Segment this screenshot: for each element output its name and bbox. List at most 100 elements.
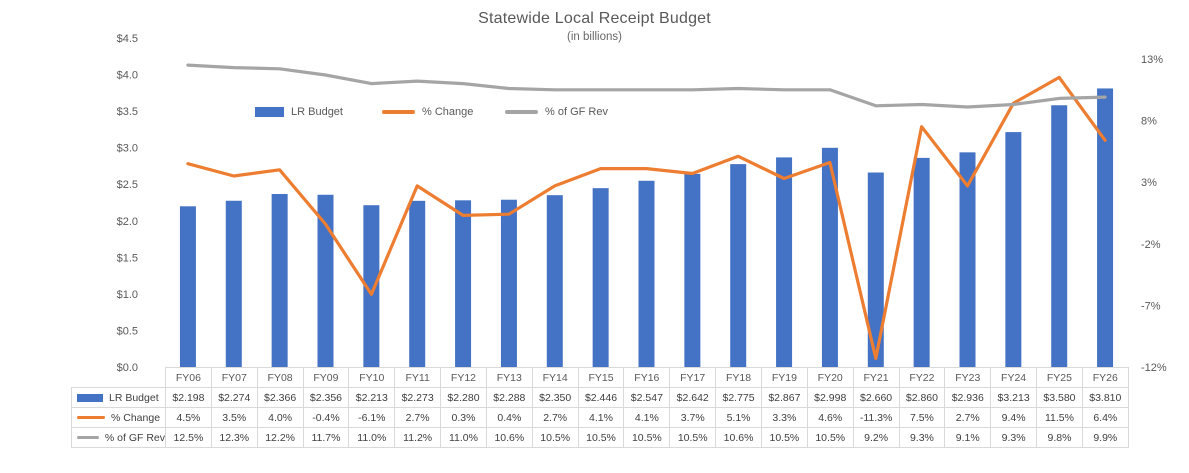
legend: LR Budget % Change % of GF Rev — [0, 105, 1189, 121]
bar-FY21 — [867, 172, 884, 367]
value-cell: 9.3% — [990, 427, 1038, 448]
value-cell: $2.366 — [256, 387, 304, 408]
row-label: % Change — [73, 412, 165, 424]
value-cell: 10.6% — [485, 427, 533, 448]
fy-header-cell: FY08 — [256, 367, 304, 388]
table-row: % Change 4.5% 3.5% 4.0% -0.4% -6.1% 2.7% 0.3% 0.… — [71, 407, 1129, 428]
value-cell: $2.198 — [165, 387, 212, 408]
value-cell: $2.350 — [531, 387, 579, 408]
left-axis-tick: $2.0 — [117, 216, 138, 228]
gf-rev-line — [186, 63, 1107, 109]
value-cell: 4.0% — [256, 407, 304, 428]
row-line-swatch-icon — [77, 416, 105, 419]
value-cell: $2.998 — [806, 387, 854, 408]
fy-header-cell: FY21 — [852, 367, 900, 388]
fy-header-cell: FY07 — [210, 367, 258, 388]
fy-header-cell: FY19 — [760, 367, 808, 388]
value-cell: 9.1% — [944, 427, 992, 448]
legend-item-2: % of GF Rev — [505, 105, 608, 119]
value-cell: -0.4% — [302, 407, 350, 428]
legend-line-swatch-icon — [505, 110, 538, 114]
value-cell: $2.642 — [669, 387, 717, 408]
right-axis-tick: 13% — [1141, 54, 1163, 66]
bar-FY06 — [179, 206, 196, 367]
value-cell: $3.810 — [1081, 387, 1129, 408]
left-axis-tick: $3.5 — [117, 106, 138, 118]
value-cell: 9.8% — [1036, 427, 1083, 448]
row-label-cell: % of GF Rev — [71, 427, 166, 448]
value-cell: $2.775 — [715, 387, 762, 408]
chart-subtitle: (in billions) — [567, 31, 622, 43]
value-cell: 11.0% — [440, 427, 487, 448]
right-axis-tick: -7% — [1141, 300, 1161, 312]
value-cell: 11.0% — [348, 427, 396, 448]
bar-FY09 — [317, 194, 334, 367]
value-cell: 12.5% — [165, 427, 212, 448]
bar-FY24 — [1005, 132, 1022, 367]
bar-FY26 — [1097, 88, 1114, 367]
left-axis-tick: $0.0 — [117, 362, 138, 374]
value-cell: 0.4% — [485, 407, 533, 428]
value-cell: $2.936 — [944, 387, 992, 408]
fy-header-cell: FY17 — [669, 367, 717, 388]
fy-header-cell: FY10 — [348, 367, 396, 388]
row-label-text: LR Budget — [109, 391, 159, 404]
bar-FY16 — [638, 180, 655, 367]
value-cell: 11.5% — [1036, 407, 1083, 428]
chart-title: Statewide Local Receipt Budget — [478, 10, 711, 27]
value-cell: $2.547 — [623, 387, 671, 408]
value-cell: 3.3% — [760, 407, 808, 428]
value-cell: 3.7% — [669, 407, 717, 428]
value-cell: 10.6% — [715, 427, 762, 448]
value-cell: 11.2% — [394, 427, 442, 448]
value-cell: 2.7% — [944, 407, 992, 428]
bar-FY10 — [363, 205, 380, 367]
value-cell: 10.5% — [577, 427, 625, 448]
left-axis-tick: $4.5 — [117, 33, 138, 45]
fy-header-cell: FY15 — [577, 367, 625, 388]
left-axis-tick: $1.0 — [117, 289, 138, 301]
legend-item-0: LR Budget — [255, 105, 343, 119]
value-cell: 2.7% — [394, 407, 442, 428]
table-row: LR Budget $2.198 $2.274 $2.366 $2.356 $2.213 $… — [71, 387, 1129, 408]
legend-label: % of GF Rev — [545, 106, 608, 118]
table-corner-cell — [72, 368, 166, 388]
legend-label: % Change — [422, 106, 474, 118]
fy-header-cell: FY24 — [990, 367, 1038, 388]
value-cell: 9.2% — [852, 427, 900, 448]
left-axis-tick: $1.5 — [117, 252, 138, 264]
fy-header-cell: FY16 — [623, 367, 671, 388]
value-cell: $2.213 — [348, 387, 396, 408]
value-cell: $2.446 — [577, 387, 625, 408]
value-cell: $2.274 — [210, 387, 258, 408]
bar-FY08 — [271, 194, 288, 367]
row-label: % of GF Rev — [73, 431, 165, 444]
value-cell: 12.3% — [210, 427, 258, 448]
row-line-swatch-icon — [77, 436, 99, 439]
value-cell: $2.280 — [440, 387, 487, 408]
value-cell: 3.5% — [210, 407, 258, 428]
bar-FY20 — [821, 147, 838, 367]
value-cell: $2.288 — [485, 387, 533, 408]
value-cell: -11.3% — [852, 407, 900, 428]
fy-header-cell: FY12 — [440, 367, 487, 388]
bar-FY14 — [546, 195, 563, 367]
row-label-cell: LR Budget — [71, 387, 166, 408]
pct-change-line — [186, 75, 1107, 360]
value-cell: -6.1% — [348, 407, 396, 428]
data-table: FY06 FY07 FY08 FY09 FY10 FY11 FY12 FY13 FY14 FY15… — [71, 367, 1129, 448]
left-axis-tick: $3.0 — [117, 143, 138, 155]
row-label-text: % of GF Rev — [104, 431, 165, 444]
legend-bar-swatch-icon — [255, 107, 284, 117]
bar-FY13 — [500, 199, 517, 367]
value-cell: 10.5% — [806, 427, 854, 448]
bar-FY11 — [409, 200, 426, 367]
value-cell: 4.6% — [806, 407, 854, 428]
value-cell: $3.213 — [990, 387, 1038, 408]
bar-FY18 — [730, 164, 747, 367]
value-cell: 11.7% — [302, 427, 350, 448]
fy-header-cell: FY26 — [1081, 367, 1129, 388]
table-header-row: FY06 FY07 FY08 FY09 FY10 FY11 FY12 FY13 FY14 FY15… — [72, 367, 1129, 388]
row-label: LR Budget — [73, 391, 165, 404]
